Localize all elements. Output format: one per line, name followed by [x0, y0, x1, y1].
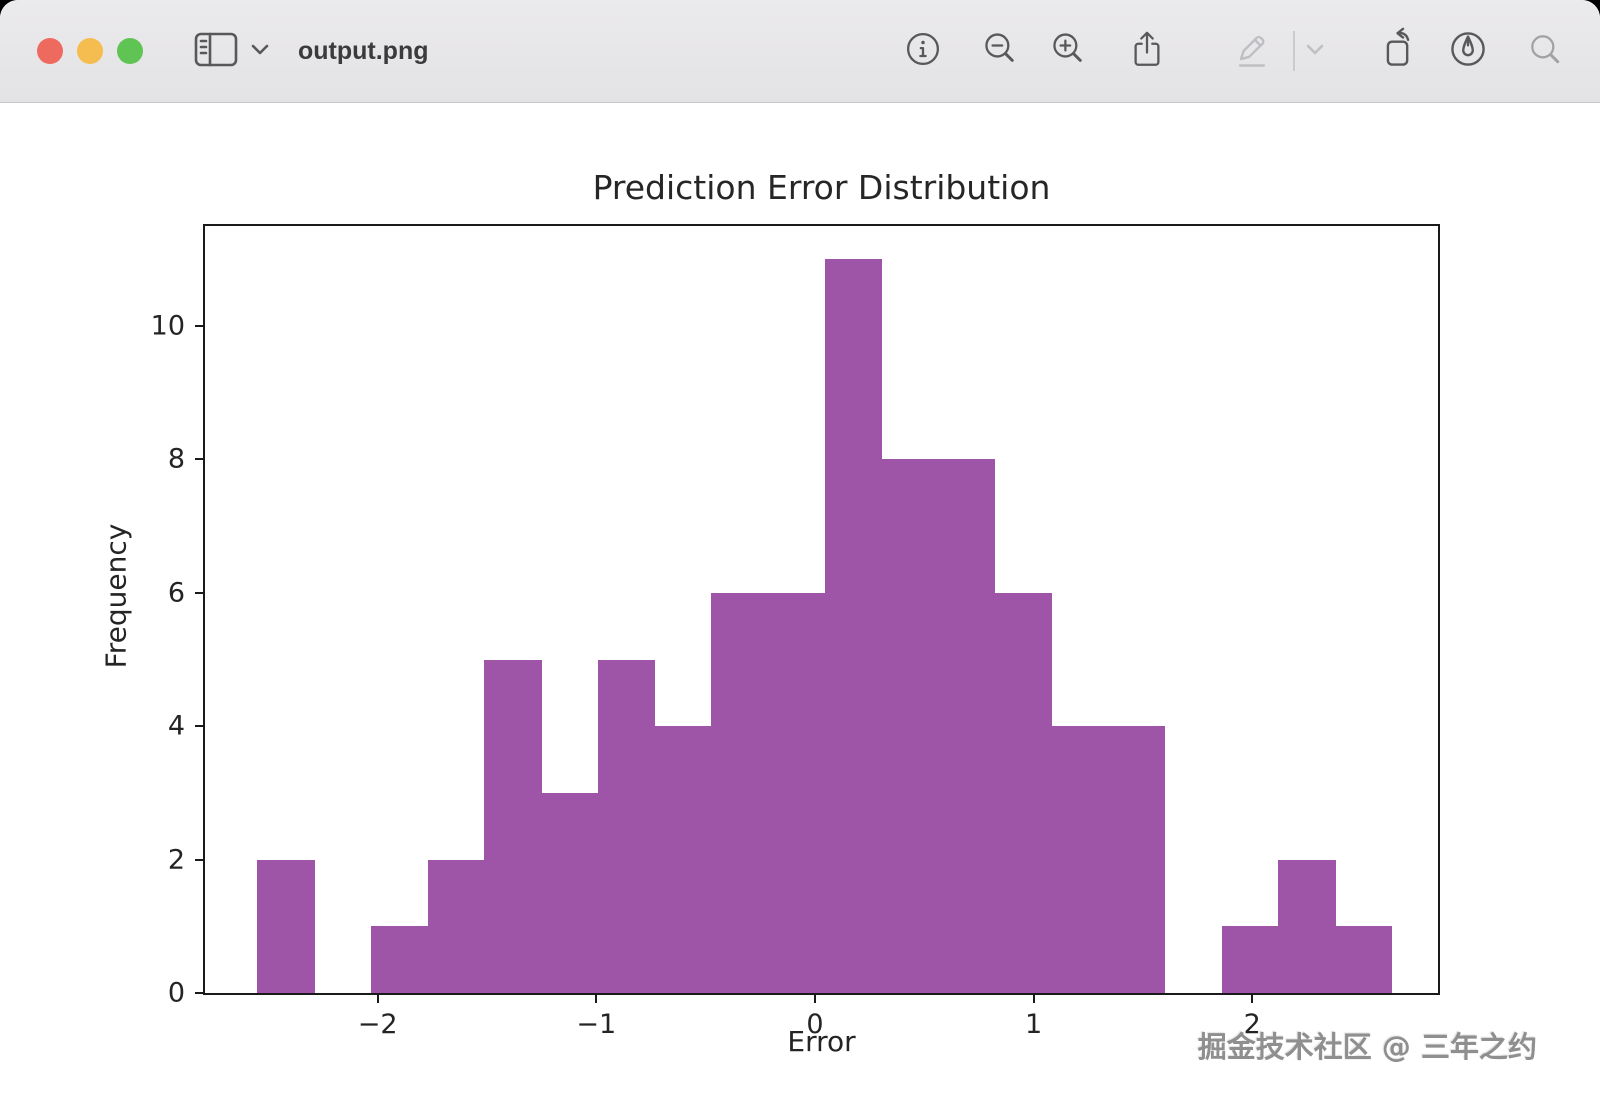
share-button[interactable] — [1123, 27, 1171, 75]
histogram-bar — [1108, 726, 1166, 993]
markup-pencil-icon — [1230, 25, 1274, 78]
markup-pencil-button — [1228, 27, 1276, 75]
histogram-bars — [205, 226, 1438, 993]
x-tick-mark — [595, 993, 598, 1003]
histogram-bar — [484, 659, 542, 993]
rotate-left-icon — [1376, 26, 1420, 77]
y-tick-label: 4 — [167, 710, 185, 742]
histogram-bar — [937, 459, 996, 993]
y-tick-mark — [195, 725, 205, 728]
toolbar-divider — [1293, 31, 1295, 71]
histogram-bar — [257, 859, 315, 993]
y-tick-mark — [195, 458, 205, 461]
zoom-in-icon — [1047, 28, 1089, 75]
y-tick-label: 6 — [167, 577, 185, 609]
x-tick-mark — [376, 993, 379, 1003]
markup-pen-icon — [1446, 27, 1490, 76]
y-tick-mark — [195, 591, 205, 594]
search-icon — [1524, 28, 1566, 75]
histogram-bar — [994, 592, 1052, 993]
watermark-text: 掘金技术社区 @ 三年之约 — [1197, 1030, 1537, 1064]
histogram-bar — [1334, 926, 1393, 993]
x-tick-mark — [813, 993, 816, 1003]
view-menu-button[interactable] — [242, 27, 278, 75]
x-tick-label: 2 — [1243, 1009, 1261, 1040]
markup-menu-button — [1297, 27, 1333, 75]
x-tick-mark — [1032, 993, 1035, 1003]
x-tick-label: 0 — [806, 1009, 824, 1040]
zoom-in-button[interactable] — [1044, 27, 1092, 75]
info-icon — [902, 28, 944, 75]
markup-pen-button[interactable] — [1444, 27, 1492, 75]
y-axis-label: Frequency — [99, 523, 133, 669]
histogram-bar — [1278, 859, 1336, 993]
x-tick-label: −1 — [576, 1009, 617, 1040]
plot-area: −2 −1 0 1 2 0 2 4 6 8 10 — [151, 224, 1440, 1040]
x-tick-label: −2 — [357, 1009, 398, 1040]
x-tick-mark — [1251, 993, 1254, 1003]
histogram-bar — [824, 259, 882, 993]
histogram-bar — [1051, 726, 1109, 993]
search-button[interactable] — [1521, 27, 1569, 75]
x-tick-label: 1 — [1024, 1009, 1043, 1040]
chart-title: Prediction Error Distribution — [592, 168, 1051, 207]
y-tick-label: 8 — [167, 443, 185, 475]
minimize-button[interactable] — [77, 38, 103, 64]
info-button[interactable] — [899, 27, 947, 75]
y-tick-label: 0 — [167, 977, 185, 1009]
image-content: Prediction Error Distribution −2 −1 0 1 2 0 2 4… — [0, 104, 1600, 1104]
rotate-button[interactable] — [1374, 27, 1422, 75]
histogram-bar — [767, 592, 826, 993]
markup-chevron-icon — [1304, 41, 1326, 62]
histogram-bar — [1221, 926, 1279, 993]
histogram-bar — [427, 859, 485, 993]
histogram-bar — [370, 926, 429, 993]
sidebar-icon — [193, 27, 239, 76]
histogram-bar — [597, 659, 656, 993]
y-tick-label: 2 — [167, 844, 185, 876]
y-tick-mark — [195, 992, 205, 994]
histogram-bar — [654, 726, 712, 993]
zoom-out-icon — [979, 28, 1021, 75]
x-axis-label: Error — [787, 1025, 856, 1058]
y-tick-mark — [195, 325, 205, 328]
window-title: output.png — [298, 37, 429, 65]
histogram-bar — [711, 592, 769, 993]
y-tick-label: 10 — [150, 310, 185, 342]
titlebar: output.png — [0, 0, 1600, 103]
zoom-out-button[interactable] — [976, 27, 1024, 75]
fullscreen-button[interactable] — [117, 38, 143, 64]
histogram-bar — [541, 792, 599, 993]
share-icon — [1126, 26, 1168, 77]
close-button[interactable] — [37, 38, 63, 64]
chevron-down-icon — [249, 41, 271, 62]
y-tick-mark — [195, 858, 205, 861]
histogram-bar — [881, 459, 939, 993]
sidebar-toggle-button[interactable] — [192, 27, 240, 75]
